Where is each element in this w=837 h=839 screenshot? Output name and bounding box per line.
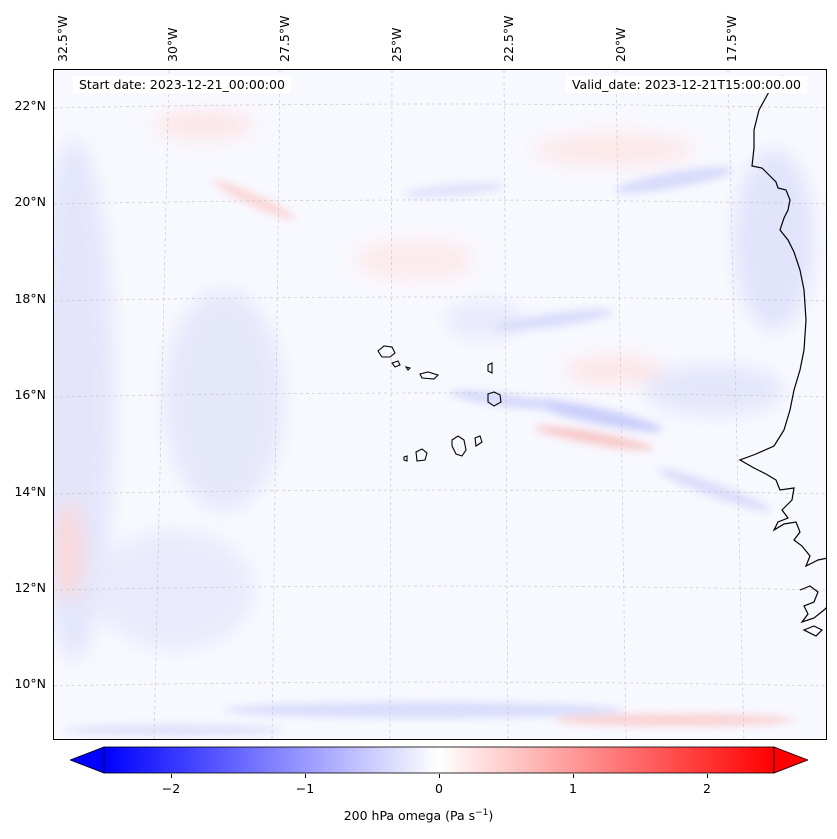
lat-label: 14°N [14, 484, 46, 499]
map-panel[interactable] [53, 69, 827, 740]
map-gridlines [54, 70, 826, 739]
lon-label: 32.5°W [55, 15, 70, 62]
lon-label: 25°W [389, 27, 404, 62]
lat-label: 18°N [14, 291, 46, 306]
colorbar-graphic [68, 746, 810, 774]
lon-label: 27.5°W [277, 15, 292, 62]
colorbar-tickmark [707, 774, 708, 778]
lon-label: 20°W [613, 27, 628, 62]
colorbar-body [103, 746, 775, 774]
lat-label: 20°N [14, 194, 46, 209]
colorbar-tickmark [439, 774, 440, 778]
lon-label: 17.5°W [724, 15, 739, 62]
colorbar-tickmark [171, 774, 172, 778]
lat-label: 22°N [14, 98, 46, 113]
lon-label: 30°W [165, 27, 180, 62]
colorbar [68, 746, 810, 774]
colorbar-title-end: ) [488, 808, 494, 824]
colorbar-title-main: 200 hPa omega (Pa s [343, 808, 476, 824]
omega-field-shading [54, 111, 814, 736]
colorbar-tick-label: −1 [295, 781, 315, 796]
colorbar-low-extend [68, 746, 105, 774]
lat-label: 16°N [14, 387, 46, 402]
colorbar-tickmark [573, 774, 574, 778]
colorbar-high-extend [773, 746, 810, 774]
colorbar-title: 200 hPa omega (Pa s−1) [0, 808, 837, 823]
colorbar-tickmark [305, 774, 306, 778]
omega-field-map [54, 70, 826, 739]
colorbar-tick-label: 2 [703, 781, 711, 796]
colorbar-tick-label: 0 [435, 781, 443, 796]
lat-label: 12°N [14, 580, 46, 595]
lat-label: 10°N [14, 676, 46, 691]
lon-label: 22.5°W [501, 15, 516, 62]
valid-date-label: Valid_date: 2023-12-21T15:00:00.00 [565, 76, 807, 93]
islands [377, 345, 502, 462]
colorbar-tick-label: −2 [161, 781, 181, 796]
start-date-label: Start date: 2023-12-21_00:00:00 [73, 76, 291, 93]
colorbar-title-exp: −1 [475, 808, 489, 818]
coastline [738, 75, 826, 637]
colorbar-tick-label: 1 [569, 781, 577, 796]
